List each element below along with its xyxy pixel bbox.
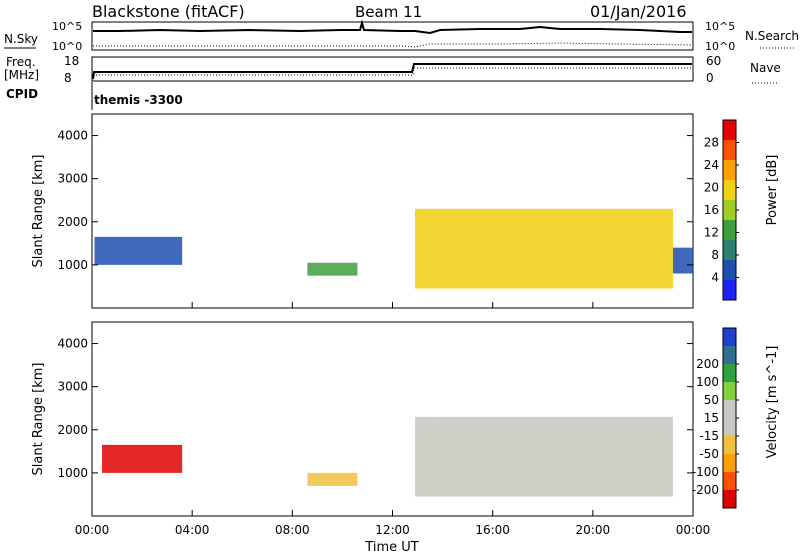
nave-tick-top: 60 xyxy=(706,54,721,68)
scatter-region-2 xyxy=(415,208,673,289)
ytick-label-0: 1000 xyxy=(57,466,88,480)
colorbar-tick-label-3: 16 xyxy=(704,203,719,217)
colorbar-swatch-4 xyxy=(723,200,736,220)
colorbar-swatch-3 xyxy=(723,436,736,454)
power-regions xyxy=(94,208,693,289)
nsearch-label: N.Search xyxy=(745,29,799,43)
colorbar-tick-label-5: 24 xyxy=(704,158,719,172)
scatter-region-2 xyxy=(415,416,433,497)
nsky-trace xyxy=(93,19,692,35)
ytick-label-3: 4000 xyxy=(57,129,88,143)
power-colorbar-label: Power [dB] xyxy=(765,155,780,226)
colorbar-tick-label-1: 8 xyxy=(711,248,719,262)
colorbar-swatch-7 xyxy=(723,364,736,382)
scatter-region-0 xyxy=(94,236,183,265)
velocity-panel: 1000 2000 3000 4000 Slant Range [km] -200 -1… xyxy=(31,321,780,517)
colorbar-swatch-6 xyxy=(723,382,736,400)
colorbar-tick-label-4: 20 xyxy=(704,181,719,195)
freq-tick-bottom: 8 xyxy=(64,71,72,85)
scatter-region-3 xyxy=(432,416,673,497)
noise-tick-right-bottom: 10^0 xyxy=(705,40,735,53)
colorbar-swatch-0 xyxy=(723,280,736,300)
freq-label-2: [MHz] xyxy=(4,68,39,82)
colorbar-swatch-1 xyxy=(723,260,736,280)
nave-label: Nave xyxy=(750,61,781,75)
freq-tick-top: 18 xyxy=(64,54,79,68)
scatter-region-1 xyxy=(307,472,358,486)
colorbar-swatch-8 xyxy=(723,120,736,140)
ytick-label-1: 2000 xyxy=(57,423,88,437)
colorbar-swatch-5 xyxy=(723,400,736,418)
velocity-regions xyxy=(102,416,673,497)
ytick-label-2: 3000 xyxy=(57,172,88,186)
velocity-colorbar: -200 -100 -50 -15 15 50 100 200 xyxy=(692,327,739,509)
noise-tick-left-top: 10^5 xyxy=(52,20,82,33)
xtick-label-1: 04:00 xyxy=(175,523,210,537)
noise-tick-right-top: 10^5 xyxy=(705,20,735,33)
noise-tick-left-bottom: 10^0 xyxy=(52,40,82,53)
nsky-label: N.Sky xyxy=(4,32,38,46)
ytick-label-3: 4000 xyxy=(57,337,88,351)
radar-title: Blackstone (fitACF) xyxy=(92,2,245,21)
xtick-label-2: 08:00 xyxy=(275,523,310,537)
colorbar-swatch-8 xyxy=(723,346,736,364)
colorbar-tick-label-2: 12 xyxy=(704,226,719,240)
nave-tick-bottom: 0 xyxy=(706,71,714,85)
colorbar-tick-label-1: -100 xyxy=(692,465,719,479)
colorbar-swatch-2 xyxy=(723,454,736,472)
beam-label: Beam 11 xyxy=(355,3,422,21)
power-colorbar: 4 8 12 16 20 24 28 xyxy=(704,119,739,301)
colorbar-swatch-9 xyxy=(723,328,736,346)
freq-trace xyxy=(92,63,692,80)
xtick-label-4: 16:00 xyxy=(475,523,510,537)
colorbar-tick-label-4: 15 xyxy=(704,411,719,425)
colorbar-tick-label-6: 100 xyxy=(696,375,719,389)
colorbar-swatch-0 xyxy=(723,490,736,508)
colorbar-tick-label-0: 4 xyxy=(711,271,719,285)
freq-label-1: Freq. xyxy=(6,55,36,69)
velocity-colorbar-label: Velocity [m s^-1] xyxy=(765,346,780,459)
colorbar-swatch-1 xyxy=(723,472,736,490)
cpid-name: themis -3300 xyxy=(94,93,183,107)
colorbar-tick-label-0: -200 xyxy=(692,483,719,497)
power-yticks: 1000 2000 3000 4000 xyxy=(57,129,693,272)
colorbar-tick-label-2: -50 xyxy=(699,447,719,461)
colorbar-swatch-7 xyxy=(723,140,736,160)
time-axis: 00:00 04:00 08:00 12:00 16:00 20:00 00:00 xyxy=(75,302,711,537)
nave-trace xyxy=(93,67,692,76)
ytick-label-1: 2000 xyxy=(57,215,88,229)
xtick-label-5: 20:00 xyxy=(576,523,611,537)
colorbar-tick-label-5: 50 xyxy=(704,393,719,407)
velocity-ylabel: Slant Range [km] xyxy=(31,363,46,476)
colorbar-tick-label-3: -15 xyxy=(699,429,719,443)
colorbar-swatch-3 xyxy=(723,220,736,240)
colorbar-tick-label-7: 200 xyxy=(696,357,719,371)
colorbar-swatch-5 xyxy=(723,180,736,200)
freq-panel xyxy=(91,56,694,82)
date-label: 01/Jan/2016 xyxy=(590,2,687,21)
cpid-label: CPID xyxy=(6,87,38,101)
time-axis-label: Time UT xyxy=(364,540,418,554)
nsearch-trace xyxy=(93,42,693,48)
power-panel: 1000 2000 3000 4000 Slant Range [km] 4 8 12 16… xyxy=(31,113,780,309)
scatter-region-3 xyxy=(672,247,693,274)
colorbar-swatch-4 xyxy=(723,418,736,436)
scatter-region-1 xyxy=(307,262,358,276)
colorbar-swatch-6 xyxy=(723,160,736,180)
power-ylabel: Slant Range [km] xyxy=(31,155,46,268)
scatter-region-0 xyxy=(102,444,183,473)
noise-panel xyxy=(91,21,694,51)
colorbar-swatch-2 xyxy=(723,240,736,260)
ytick-label-0: 1000 xyxy=(57,258,88,272)
ytick-label-2: 3000 xyxy=(57,380,88,394)
colorbar-tick-label-6: 28 xyxy=(704,136,719,150)
xtick-label-6: 00:00 xyxy=(676,523,711,537)
xtick-label-0: 00:00 xyxy=(75,523,110,537)
xtick-label-3: 12:00 xyxy=(375,523,410,537)
velocity-yticks: 1000 2000 3000 4000 xyxy=(57,337,693,480)
